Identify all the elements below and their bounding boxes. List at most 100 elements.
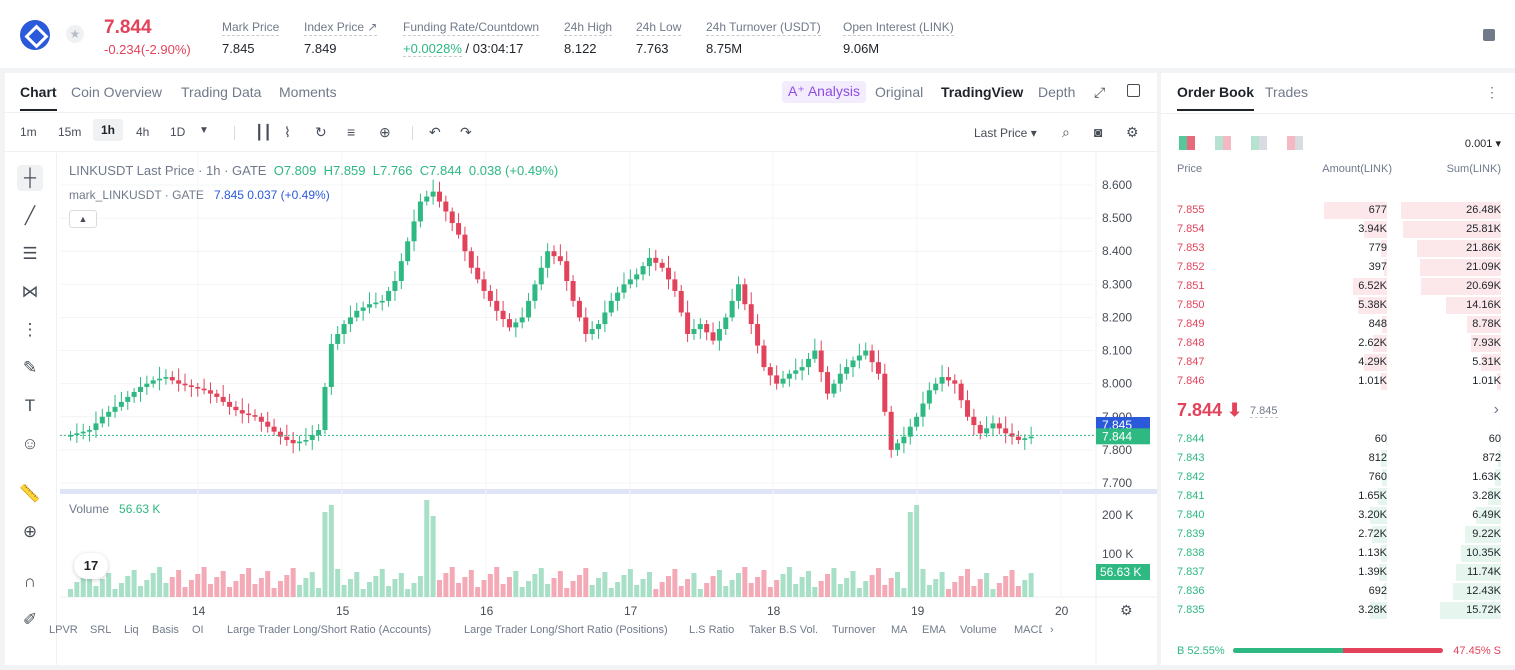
indicator-volume[interactable]: Volume [960, 624, 997, 636]
tab-chart[interactable]: Chart [20, 84, 57, 111]
expand-icon[interactable]: ⤢ [1094, 84, 1106, 100]
indicators-icon[interactable]: ⌇ [284, 124, 291, 140]
bid-row[interactable]: 7.841 1.65K 3.28K [1161, 487, 1515, 506]
indicator-liq[interactable]: Liq [124, 624, 139, 636]
tab-coin-overview[interactable]: Coin Overview [71, 84, 163, 100]
view-tradingview[interactable]: TradingView [941, 84, 1024, 100]
ai-analysis-tab[interactable]: A⁺ Analysis [782, 81, 866, 103]
indicator-oi[interactable]: OI [192, 624, 204, 636]
bid-row[interactable]: 7.844 60 60 [1161, 430, 1515, 449]
header-price: Price [1177, 163, 1203, 175]
zoom-in-icon[interactable]: ⊕ [22, 522, 38, 541]
trend-line-icon[interactable]: ╱ [24, 206, 36, 225]
add-icon[interactable]: ⊕ [379, 124, 391, 140]
stat-index-price[interactable]: Index Price ↗ 7.849 [304, 18, 378, 56]
precision-selector[interactable]: 0.001 ▾ [1464, 138, 1501, 150]
interval-1m[interactable]: 1m [20, 125, 37, 139]
chevron-right-icon[interactable]: › [1050, 624, 1054, 636]
bid-row[interactable]: 7.837 1.39K 11.74K [1161, 563, 1515, 582]
bid-row[interactable]: 7.839 2.72K 9.22K [1161, 525, 1515, 544]
ask-row[interactable]: 7.850 5.38K 14.16K [1161, 296, 1515, 315]
fib-icon[interactable]: ⋮ [21, 320, 39, 339]
chart-plot-area[interactable]: 8.600 8.500 8.400 8.300 8.200 8.100 8.000 7.900… [60, 153, 1157, 665]
settings-list-icon[interactable]: ≡ [347, 124, 356, 140]
gear-icon[interactable]: ⚙ [1126, 124, 1139, 140]
interval-1h[interactable]: 1h [93, 119, 124, 141]
collapse-legend-button[interactable]: ▲ [69, 210, 97, 228]
ask-row[interactable]: 7.846 1.01K 1.01K [1161, 372, 1515, 391]
bid-row[interactable]: 7.842 760 1.63K [1161, 468, 1515, 487]
lock-draw-icon[interactable]: ✐ [22, 610, 38, 629]
pattern-icon[interactable]: ⋈ [21, 282, 39, 301]
bid-row[interactable]: 7.838 1.13K 10.35K [1161, 544, 1515, 563]
ruler-icon[interactable]: 📏 [19, 484, 41, 503]
brush-icon[interactable]: ✎ [22, 358, 38, 377]
tradingview-logo[interactable]: 17 [74, 553, 108, 579]
view-original[interactable]: Original [875, 84, 924, 100]
axis-settings-icon[interactable]: ⚙ [1120, 603, 1133, 619]
undo-icon[interactable]: ↶ [429, 124, 441, 140]
compare-icon[interactable]: ↻ [315, 124, 327, 140]
book-icon[interactable] [1483, 29, 1495, 41]
indicator-taker-vol[interactable]: Taker B.S Vol. [749, 624, 819, 636]
bid-row[interactable]: 7.843 812 872 [1161, 449, 1515, 468]
tab-trading-data[interactable]: Trading Data [181, 84, 262, 100]
amount-depth-bar [1382, 469, 1387, 486]
magnet-icon[interactable]: ∩ [23, 572, 37, 591]
indicator-srl[interactable]: SRL [90, 624, 112, 636]
ask-row[interactable]: 7.847 4.29K 5.31K [1161, 353, 1515, 372]
tab-moments[interactable]: Moments [279, 84, 337, 100]
window-icon[interactable] [1127, 84, 1140, 97]
text-icon[interactable]: T [24, 396, 36, 415]
candlestick-chart[interactable]: 8.6008.5008.4008.3008.2008.1008.0007.900… [60, 153, 1157, 665]
view-bids-icon[interactable] [1251, 136, 1267, 150]
ask-row[interactable]: 7.851 6.52K 20.69K [1161, 277, 1515, 296]
indicator-ls-ratio[interactable]: L.S Ratio [689, 624, 735, 636]
favorite-star-icon[interactable]: ★ [66, 25, 84, 43]
ask-row[interactable]: 7.854 3.94K 25.81K [1161, 220, 1515, 239]
ask-row[interactable]: 7.852 397 21.09K [1161, 258, 1515, 277]
bid-row[interactable]: 7.836 692 12.43K [1161, 582, 1515, 601]
indicator-ls-accounts[interactable]: Large Trader Long/Short Ratio (Accounts) [227, 624, 432, 636]
search-icon[interactable]: ⌕ [1062, 124, 1070, 140]
ask-row[interactable]: 7.849 848 8.78K [1161, 315, 1515, 334]
volume-bar [87, 569, 93, 597]
tab-order-book[interactable]: Order Book [1177, 84, 1255, 111]
chevron-right-icon[interactable]: › [1493, 401, 1499, 418]
stat-funding-rate[interactable]: Funding Rate/Countdown +0.0028% / 03:04:… [403, 18, 540, 57]
tab-trades[interactable]: Trades [1265, 84, 1309, 100]
bid-row[interactable]: 7.840 3.20K 6.49K [1161, 506, 1515, 525]
view-split-icon[interactable] [1215, 136, 1231, 150]
view-both-icon[interactable] [1179, 136, 1195, 150]
last-price-selector[interactable]: Last Price ▾ [974, 126, 1037, 140]
indicator-turnover[interactable]: Turnover [832, 624, 876, 636]
more-icon[interactable]: ⋮ [1485, 84, 1499, 100]
interval-1d[interactable]: 1D [170, 125, 186, 139]
stat-mark-price[interactable]: Mark Price 7.845 [222, 18, 280, 56]
interval-4h[interactable]: 4h [136, 125, 150, 139]
ask-row[interactable]: 7.853 779 21.86K [1161, 239, 1515, 258]
crosshair-icon[interactable]: ┼ [17, 165, 43, 191]
indicator-lpvr[interactable]: LPVR [49, 624, 78, 636]
view-depth[interactable]: Depth [1038, 84, 1076, 100]
indicator-macd[interactable]: MACD [1014, 624, 1042, 636]
view-asks-icon[interactable] [1287, 136, 1303, 150]
indicator-ema[interactable]: EMA [922, 624, 946, 636]
volume-bar [799, 577, 805, 597]
indicator-basis[interactable]: Basis [152, 624, 179, 636]
indicator-ma[interactable]: MA [891, 624, 908, 636]
stat-open-interest[interactable]: Open Interest (LINK) 9.06M [843, 18, 954, 56]
buy-ratio: B 52.55% [1177, 645, 1225, 657]
interval-dropdown-icon[interactable]: ▼ [199, 125, 209, 136]
emoji-icon[interactable]: ☺ [21, 434, 39, 453]
redo-icon[interactable]: ↷ [460, 124, 472, 140]
bid-row[interactable]: 7.835 3.28K 15.72K [1161, 601, 1515, 620]
interval-15m[interactable]: 15m [58, 125, 82, 139]
bid-amount: 3.28K [1358, 604, 1387, 616]
ask-row[interactable]: 7.848 2.62K 7.93K [1161, 334, 1515, 353]
indicator-ls-positions[interactable]: Large Trader Long/Short Ratio (Positions… [464, 624, 668, 636]
camera-icon[interactable]: ◙ [1094, 124, 1103, 140]
ask-row[interactable]: 7.855 677 26.48K [1161, 201, 1515, 220]
candle-type-icon[interactable]: ┃┃ [255, 124, 272, 140]
parallel-lines-icon[interactable]: ☰ [22, 244, 38, 263]
